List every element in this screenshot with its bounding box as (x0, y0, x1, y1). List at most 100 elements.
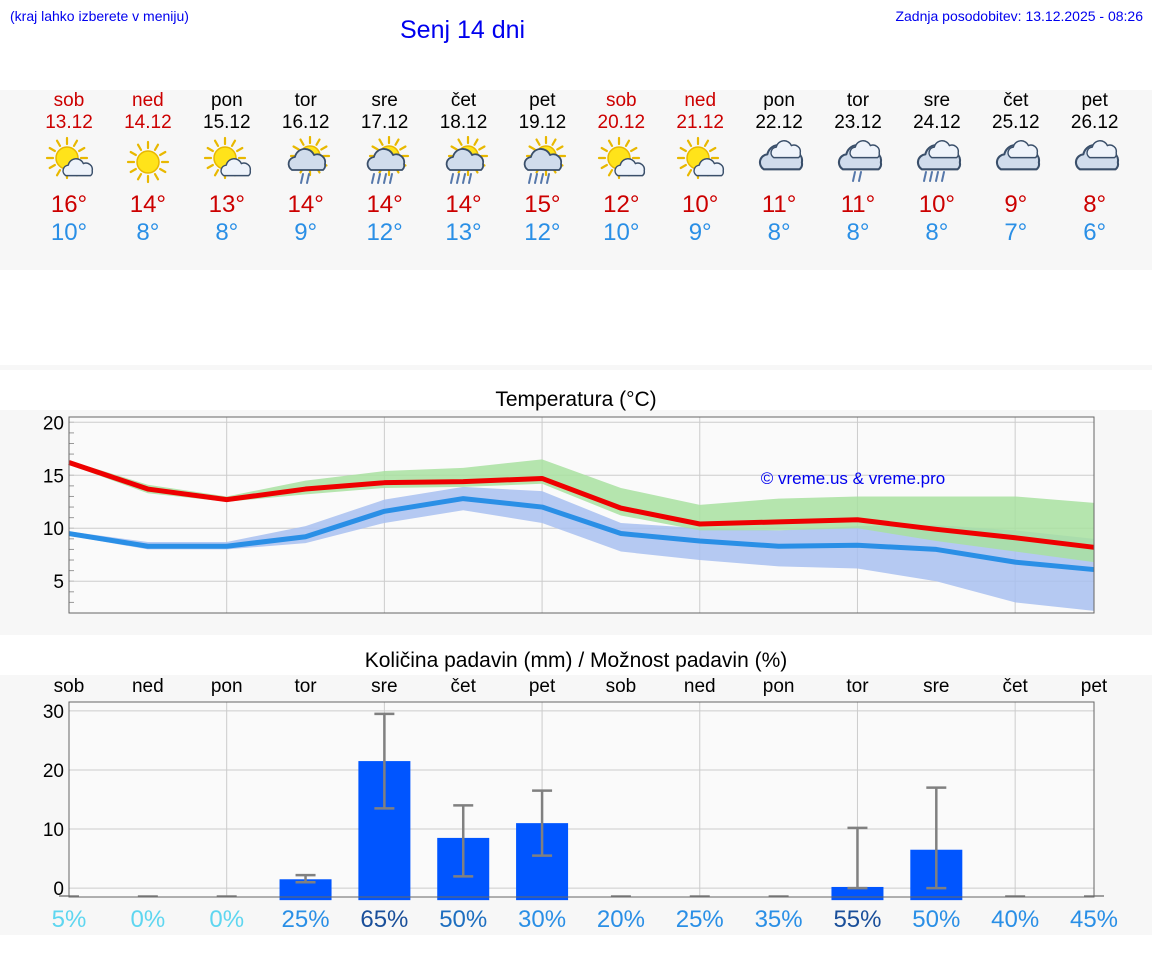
temp-max: 15° (524, 191, 561, 218)
sun-cloud-rain-icon (524, 136, 567, 184)
x-tick-label: čet (1002, 676, 1028, 697)
precip-chance: 25% (282, 906, 330, 933)
error-bar (295, 873, 316, 884)
forecast-strip (0, 90, 1152, 270)
y-tick-label: 0 (53, 879, 64, 900)
y-tick-label: 10 (43, 820, 64, 841)
temp-min: 9° (294, 219, 318, 246)
day-column: sob 13.12 16° 10° (30, 90, 109, 247)
day-column: tor 16.12 14° 9° (266, 90, 345, 247)
day-name: pet (529, 90, 556, 111)
partly-sunny-icon (203, 136, 251, 180)
temp-max: 10° (682, 191, 719, 218)
x-tick-label: tor (846, 676, 869, 697)
last-updated: Zadnja posodobitev: 13.12.2025 - 08:26 (895, 8, 1143, 24)
day-column: sre 24.12 10° 8° (897, 90, 976, 247)
precipitation-chart-title: Količina padavin (mm) / Možnost padavin … (364, 649, 788, 672)
day-column: čet 25.12 9° 7° (976, 90, 1055, 247)
x-tick-label: pon (763, 676, 795, 697)
day-name: ned (132, 90, 164, 111)
error-bar (926, 786, 947, 890)
temp-min: 8° (767, 219, 791, 246)
precip-chance: 35% (755, 906, 803, 933)
day-name: tor (846, 90, 870, 111)
sun-cloud-light-rain-icon (287, 136, 330, 184)
x-tick-label: sre (923, 676, 949, 697)
day-date: 18.12 (439, 112, 488, 133)
error-bar (847, 826, 868, 890)
precip-chance: 0% (131, 906, 166, 933)
error-bar (532, 789, 553, 857)
day-name: sob (605, 90, 637, 111)
day-column: sre 17.12 14° 12° (345, 90, 424, 247)
precip-bar (279, 879, 332, 901)
temp-max: 14° (129, 191, 167, 218)
temp-min: 8° (846, 219, 870, 246)
temp-min: 8° (136, 219, 160, 246)
day-date: 17.12 (360, 112, 409, 133)
day-column: ned 21.12 10° 9° (661, 90, 740, 247)
day-column: pet 26.12 8° 6° (1055, 90, 1134, 247)
day-name: čet (450, 90, 477, 111)
precip-chance: 5% (52, 906, 87, 933)
precip-chance: 45% (1070, 906, 1118, 933)
sun-cloud-rain-icon (445, 136, 488, 184)
day-name: tor (294, 90, 317, 111)
day-column: sob 20.12 12° 10° (582, 90, 661, 247)
x-tick-label: pon (211, 676, 243, 697)
precip-chance: 55% (833, 906, 881, 933)
temp-min: 7° (1004, 219, 1028, 246)
y-tick-label: 20 (43, 413, 64, 434)
day-name: sob (53, 90, 85, 111)
temp-max: 14° (366, 191, 403, 218)
x-tick-label: čet (451, 676, 477, 697)
watermark: © vreme.us & vreme.pro (761, 469, 945, 488)
precipitation-chart: sob 5% ned 0% pon 0% tor 25% sre 65% čet 50% pet 30% s… (43, 676, 1118, 933)
y-tick-label: 10 (43, 519, 64, 540)
temp-max: 14° (445, 191, 482, 218)
day-column: pon 22.12 11° 8° (740, 90, 819, 247)
day-name: ned (684, 90, 717, 111)
temp-min: 10° (603, 219, 640, 246)
day-date: 19.12 (518, 112, 567, 133)
precip-chance: 25% (676, 906, 724, 933)
precip-chance: 50% (439, 906, 487, 933)
temp-max: 9° (1004, 191, 1028, 218)
cloud-icon (995, 140, 1040, 171)
temp-min: 12° (366, 219, 403, 246)
temp-max: 11° (840, 191, 876, 218)
day-column: tor 23.12 11° 8° (819, 90, 898, 247)
day-date: 20.12 (597, 112, 646, 133)
cloud-light-rain-icon (837, 140, 883, 182)
temp-min: 9° (688, 219, 712, 246)
x-tick-label: ned (132, 676, 164, 697)
temperature-chart-title: Temperatura (°C) (495, 388, 657, 411)
divider (0, 365, 1152, 370)
precip-chance: 50% (912, 906, 960, 933)
day-column: čet 18.12 14° 13° (424, 90, 503, 247)
x-tick-label: sob (606, 676, 637, 697)
precip-chance: 0% (209, 906, 244, 933)
temp-min: 8° (925, 219, 949, 246)
error-bar (453, 804, 474, 878)
day-date: 26.12 (1070, 112, 1119, 133)
day-date: 21.12 (676, 112, 724, 133)
error-bar (374, 712, 395, 810)
partly-sunny-icon (598, 136, 646, 180)
precip-chance: 40% (991, 906, 1039, 933)
temperature-chart: 5 10 15 20 © vreme.us & vreme.pro (43, 413, 1095, 614)
location-hint-link[interactable]: (kraj lahko izberete v meniju) (10, 8, 189, 24)
temp-max: 8° (1083, 191, 1107, 218)
precip-chance: 20% (597, 906, 645, 933)
day-date: 16.12 (281, 112, 330, 133)
temp-max: 10° (918, 191, 956, 218)
day-name: pet (1081, 90, 1108, 111)
temp-max: 13° (208, 191, 245, 218)
day-date: 15.12 (203, 112, 251, 133)
x-tick-label: ned (684, 676, 716, 697)
temp-min: 12° (524, 219, 561, 246)
temp-min: 10° (50, 219, 88, 246)
y-tick-label: 5 (53, 572, 64, 593)
cloud-icon (759, 140, 804, 171)
day-date: 14.12 (124, 112, 172, 133)
